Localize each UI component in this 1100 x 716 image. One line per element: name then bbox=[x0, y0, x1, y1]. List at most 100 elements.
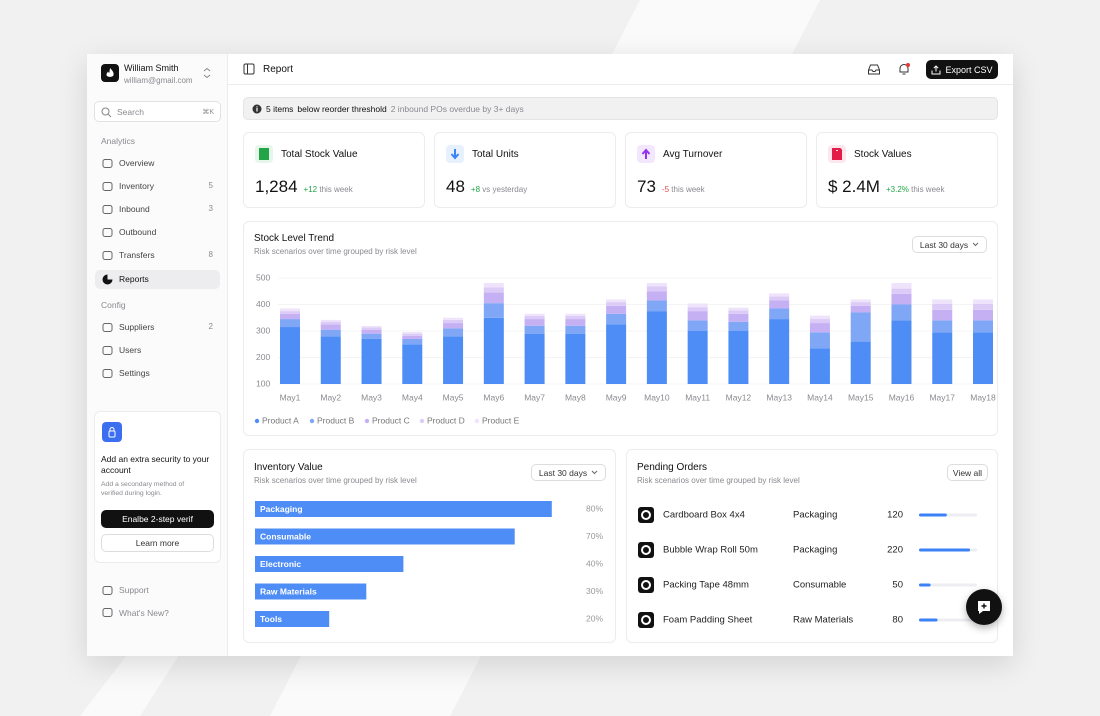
progress-track bbox=[919, 583, 977, 587]
progress-bar bbox=[919, 548, 971, 552]
x-tick-label: May8 bbox=[565, 392, 586, 402]
nav-item[interactable]: Overview bbox=[95, 154, 220, 173]
nav-label: Reports bbox=[119, 273, 149, 284]
kpi-value-row: $ 2.4M +3.2% this week bbox=[828, 177, 944, 197]
alert-count: 5 items bbox=[266, 103, 294, 114]
icon-shape bbox=[102, 204, 113, 214]
range-dropdown[interactable]: Last 30 days bbox=[531, 464, 606, 481]
bar-segment bbox=[891, 283, 912, 289]
bar-segment bbox=[402, 332, 423, 334]
x-tick-label: May3 bbox=[361, 392, 382, 402]
export-button[interactable]: Export CSV bbox=[926, 60, 998, 79]
search-placeholder: Search bbox=[117, 107, 144, 117]
bar-segment bbox=[320, 329, 341, 337]
nav-item[interactable]: Outbound bbox=[95, 223, 220, 242]
progress-bar bbox=[919, 583, 931, 587]
bar-segment bbox=[280, 327, 300, 384]
nav-item[interactable]: Users bbox=[95, 341, 220, 360]
kpi-change-row: -5 this week bbox=[662, 185, 705, 194]
bar-segment bbox=[932, 332, 953, 384]
bar-segment bbox=[361, 338, 382, 384]
bar-segment bbox=[483, 303, 504, 318]
bar-segment bbox=[891, 293, 912, 305]
bar-segment bbox=[891, 320, 912, 384]
bar-segment bbox=[361, 333, 382, 339]
x-tick-label: May7 bbox=[524, 392, 545, 402]
value-label: 30% bbox=[586, 586, 603, 596]
bar bbox=[255, 501, 552, 517]
x-tick-label: May1 bbox=[280, 392, 301, 402]
icon-shape bbox=[259, 148, 269, 160]
nav-item[interactable]: Settings bbox=[95, 364, 220, 383]
kpi-value-row: 1,284 +12 this week bbox=[255, 177, 353, 197]
nav-item[interactable]: Inventory 5 bbox=[95, 177, 220, 196]
header-divider bbox=[228, 84, 1013, 85]
bar-segment bbox=[728, 307, 749, 311]
secondary-button[interactable]: Learn more bbox=[101, 534, 214, 552]
nav-count: 3 bbox=[208, 203, 213, 213]
bell-icon[interactable] bbox=[897, 62, 911, 76]
kpi-icon bbox=[255, 145, 273, 163]
nav-item[interactable]: Reports bbox=[95, 269, 220, 289]
bar-segment bbox=[687, 307, 708, 312]
order-icon bbox=[638, 612, 654, 628]
promo-title: Add an extra security to your account bbox=[101, 454, 210, 475]
bar-segment bbox=[483, 292, 504, 304]
bar-segment bbox=[850, 305, 871, 313]
inbox-icon[interactable] bbox=[867, 63, 881, 76]
progress-bar bbox=[919, 618, 938, 622]
bar-segment bbox=[280, 319, 300, 328]
bar-segment bbox=[483, 283, 504, 288]
y-tick-label: 500 bbox=[256, 272, 270, 282]
footer-item[interactable]: Support bbox=[95, 581, 220, 599]
panel-icon bbox=[243, 63, 255, 75]
nav-icon bbox=[102, 585, 113, 595]
footer-label: What's New? bbox=[119, 607, 169, 618]
view-all-button[interactable]: View all bbox=[947, 464, 988, 481]
legend-dot bbox=[364, 418, 370, 424]
bar-segment bbox=[728, 313, 749, 322]
kpi-value-row: 73 -5 this week bbox=[637, 177, 705, 197]
bar-segment bbox=[606, 299, 627, 303]
nav-item[interactable]: Transfers 8 bbox=[95, 246, 220, 265]
value-label: 40% bbox=[586, 558, 603, 568]
order-name: Cardboard Box 4x4 bbox=[663, 510, 745, 521]
promo-text: Add a secondary method of verified durin… bbox=[101, 481, 185, 497]
export-label: Export CSV bbox=[945, 64, 993, 75]
order-category: Packaging bbox=[793, 510, 837, 521]
x-tick-label: May4 bbox=[402, 392, 423, 402]
legend-label: Product A bbox=[262, 415, 299, 425]
chat-button[interactable] bbox=[966, 589, 1002, 625]
progress-bar bbox=[919, 513, 947, 517]
order-icon bbox=[638, 507, 654, 523]
kpi-glyph bbox=[832, 148, 842, 160]
bar-segment bbox=[646, 291, 667, 301]
orders-table: Cardboard Box 4x4 Packaging 120 Bubble Wrap… bbox=[638, 507, 977, 628]
kpi-card: Total Units 48 +8 vs yesterday bbox=[434, 132, 616, 208]
bar-segment bbox=[402, 344, 423, 384]
icon-shape bbox=[832, 148, 842, 160]
bar-segment bbox=[769, 296, 790, 301]
bar-segment bbox=[524, 313, 545, 316]
chevron[interactable] bbox=[202, 67, 212, 79]
bar-segment bbox=[443, 336, 464, 384]
bar-segment bbox=[728, 310, 749, 314]
range-dropdown[interactable]: Last 30 days bbox=[912, 236, 987, 253]
nav-item[interactable]: Inbound 3 bbox=[95, 200, 220, 219]
kpi-change: +12 bbox=[303, 185, 318, 194]
footer-item[interactable]: What's New? bbox=[95, 604, 220, 622]
section-title: Config bbox=[101, 300, 126, 311]
icon-shape bbox=[102, 274, 113, 284]
kpi-icon bbox=[828, 145, 846, 163]
nav-icon bbox=[102, 608, 113, 617]
bar-segment bbox=[850, 302, 871, 306]
search-box[interactable]: Search ⌘K bbox=[94, 101, 221, 122]
kpi-value: 73 bbox=[637, 177, 656, 196]
order-qty: 50 bbox=[892, 580, 903, 591]
icon-shape bbox=[102, 345, 113, 355]
kpi-glyph bbox=[641, 148, 651, 159]
icon-shape bbox=[102, 369, 113, 379]
nav-item[interactable]: Suppliers 2 bbox=[95, 318, 220, 337]
primary-button[interactable]: Enalbe 2-step verif bbox=[101, 510, 214, 528]
x-tick-label: May11 bbox=[685, 392, 710, 402]
